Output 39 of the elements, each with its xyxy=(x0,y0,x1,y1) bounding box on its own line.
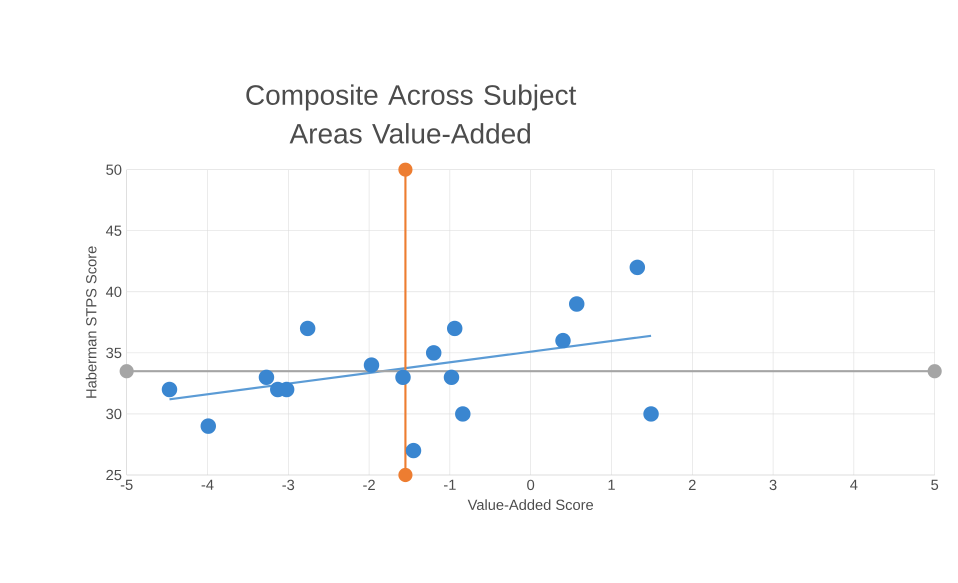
point xyxy=(300,320,316,336)
x-tick-label: -2 xyxy=(363,480,375,490)
y-tick-label: 25 xyxy=(106,470,122,480)
y-tick-label: 35 xyxy=(106,348,122,358)
x-tick-label: 0 xyxy=(527,480,534,490)
x-tick-label: 3 xyxy=(770,480,776,490)
y-axis-title: Haberman STPS Score xyxy=(86,246,96,398)
point xyxy=(406,442,422,458)
x-tick-label: -3 xyxy=(282,480,294,490)
point xyxy=(120,364,134,378)
x-tick-label: -5 xyxy=(120,480,133,490)
point xyxy=(398,162,412,177)
x-tick-label: -1 xyxy=(444,480,456,490)
point xyxy=(455,406,471,422)
point xyxy=(446,320,462,336)
point xyxy=(364,357,380,373)
y-tick-label: 50 xyxy=(106,164,122,175)
point xyxy=(426,345,442,361)
x-axis-title: Value-Added Score xyxy=(468,499,594,510)
point xyxy=(200,418,216,434)
point xyxy=(398,468,412,482)
x-tick-label: 5 xyxy=(931,480,938,490)
y-tick-label: 40 xyxy=(106,286,122,297)
x-tick-label: 1 xyxy=(608,480,615,490)
chart-title: Composite Across Subject Areas Value-Added xyxy=(246,84,576,144)
point xyxy=(555,332,571,348)
x-tick-label: -4 xyxy=(202,480,214,490)
point xyxy=(568,296,584,312)
point xyxy=(643,406,659,422)
y-tick-label: 45 xyxy=(106,226,122,236)
point xyxy=(630,260,646,276)
x-tick-label: 4 xyxy=(850,480,858,490)
y-tick-label: 30 xyxy=(106,408,122,420)
point xyxy=(395,370,411,386)
x-tick-label: 2 xyxy=(688,480,696,490)
point xyxy=(444,370,460,386)
point xyxy=(162,382,178,398)
point xyxy=(928,364,942,378)
point xyxy=(258,370,274,386)
